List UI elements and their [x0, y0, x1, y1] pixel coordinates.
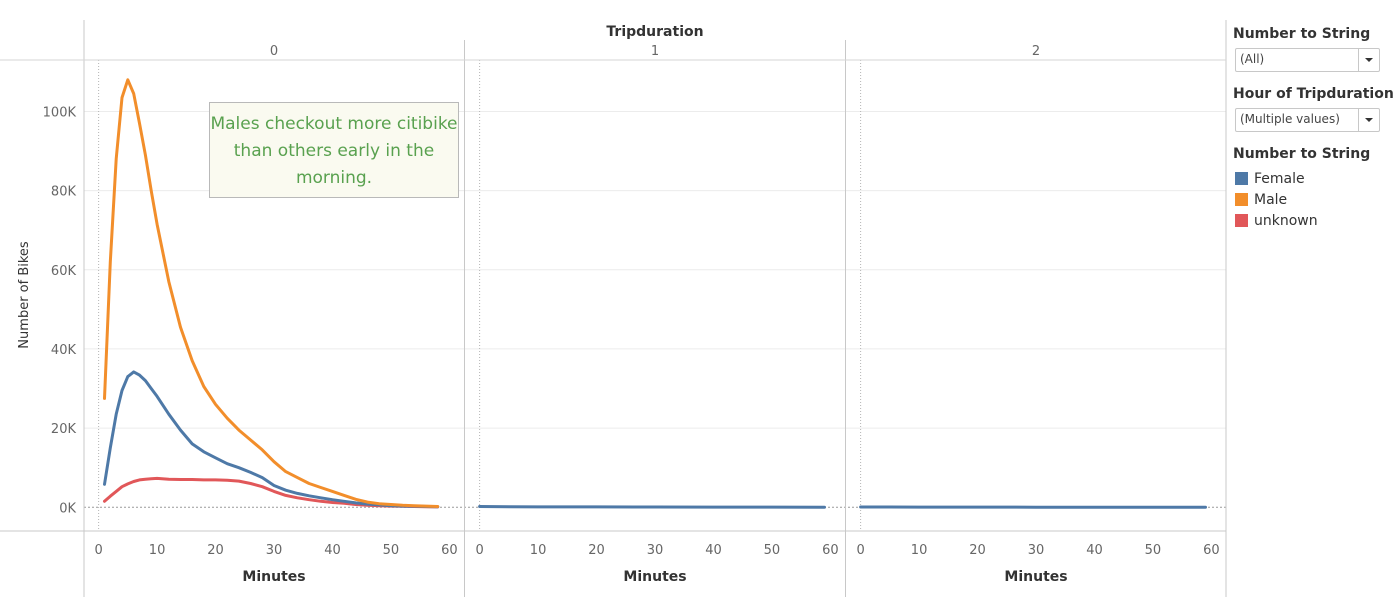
x-axis-ticks: 0 10 20 30 40 50 60 0 10 20 30 40 50 60 0 10 20 30 40 50 60 [94, 543, 1219, 558]
x-tick-label: 20 [969, 543, 986, 558]
series-line-female-panel-1 [478, 505, 826, 509]
y-axis-ticks: 0K 20K 40K 60K 80K 100K [43, 105, 77, 516]
y-tick-label: 60K [51, 264, 77, 279]
filter-sidebar: Number to String (All) Hour of Tripdurat… [1233, 22, 1394, 231]
x-axis-labels: Minutes Minutes Minutes [242, 569, 1067, 585]
y-tick-label: 40K [51, 343, 77, 358]
panel-label: 1 [651, 44, 659, 59]
filter-hour-dropdown[interactable]: (Multiple values) [1235, 108, 1380, 132]
filter-hour-value: (Multiple values) [1240, 112, 1340, 126]
dropdown-button[interactable] [1358, 49, 1379, 71]
legend-item-female[interactable]: Female [1233, 168, 1388, 189]
filter-number-to-string-value: (All) [1240, 52, 1265, 66]
panel-labels: 0 1 2 [270, 44, 1040, 59]
filter-number-to-string-title: Number to String [1233, 26, 1371, 42]
x-tick-label: 0 [856, 543, 864, 558]
legend-label: Female [1254, 170, 1305, 187]
x-tick-label: 50 [764, 543, 781, 558]
x-tick-label: 30 [647, 543, 664, 558]
x-tick-label: 20 [588, 543, 605, 558]
series-line-female-panel-0 [103, 370, 440, 509]
x-tick-label: 40 [324, 543, 341, 558]
x-axis-label: Minutes [242, 569, 305, 585]
chart-frame [0, 20, 1227, 597]
x-tick-label: 10 [911, 543, 928, 558]
x-tick-label: 50 [383, 543, 400, 558]
chevron-down-icon [1365, 118, 1373, 122]
x-tick-label: 0 [475, 543, 483, 558]
x-tick-label: 40 [1086, 543, 1103, 558]
x-tick-label: 30 [1028, 543, 1045, 558]
legend-swatch [1235, 172, 1248, 185]
x-tick-label: 60 [441, 543, 458, 558]
legend-title: Number to String [1233, 146, 1371, 162]
x-tick-label: 10 [149, 543, 166, 558]
x-tick-label: 30 [266, 543, 283, 558]
series-lines [103, 78, 1207, 509]
y-tick-label: 100K [43, 105, 77, 120]
filter-hour-title: Hour of Tripduration [1233, 86, 1394, 102]
x-tick-label: 60 [1203, 543, 1220, 558]
legend-item-male[interactable]: Male [1233, 189, 1388, 210]
panel-label: 2 [1032, 44, 1040, 59]
y-tick-label: 80K [51, 185, 77, 200]
annotation-box: Males checkout more citibike than others… [209, 102, 459, 198]
dropdown-button[interactable] [1358, 109, 1379, 131]
x-axis-label: Minutes [623, 569, 686, 585]
legend-swatch [1235, 193, 1248, 206]
legend-label: unknown [1254, 212, 1318, 229]
filter-number-to-string-dropdown[interactable]: (All) [1235, 48, 1380, 72]
x-tick-label: 40 [705, 543, 722, 558]
x-tick-label: 20 [207, 543, 224, 558]
series-line-male-panel-0 [103, 78, 440, 508]
y-axis-label: Number of Bikes [17, 241, 32, 349]
legend-label: Male [1254, 191, 1288, 208]
x-tick-label: 60 [822, 543, 839, 558]
y-tick-label: 0K [59, 501, 76, 516]
x-tick-label: 50 [1145, 543, 1162, 558]
annotation-text: Males checkout more citibike than others… [210, 114, 458, 188]
legend-swatch [1235, 214, 1248, 227]
y-tick-label: 20K [51, 422, 77, 437]
x-tick-label: 10 [530, 543, 547, 558]
legend-item-unknown[interactable]: unknown [1233, 210, 1388, 231]
x-tick-label: 0 [94, 543, 102, 558]
chevron-down-icon [1365, 58, 1373, 62]
x-axis-label: Minutes [1004, 569, 1067, 585]
chart-title: Tripduration [606, 24, 703, 40]
panel-label: 0 [270, 44, 278, 59]
